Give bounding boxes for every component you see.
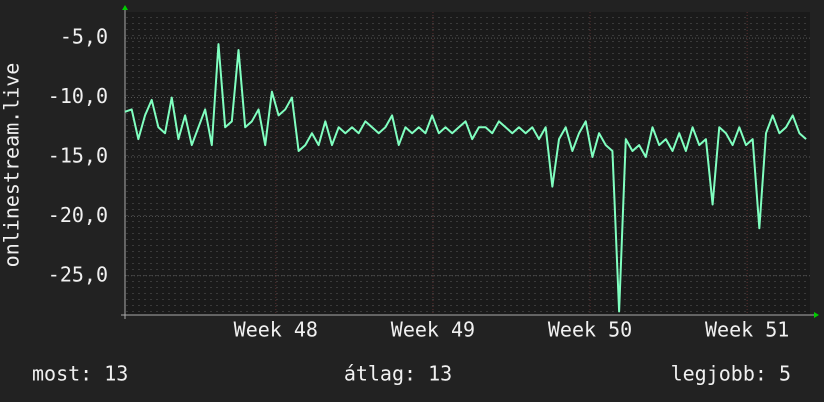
y-axis-label: onlinestream.live: [0, 63, 24, 268]
footer-stat: átlag: 13: [344, 362, 452, 386]
axis-arrow: [122, 5, 128, 10]
x-tick-label: Week 49: [391, 318, 475, 342]
x-tick-label: Week 51: [705, 318, 789, 342]
footer-stat: most: 13: [32, 362, 128, 386]
axis-arrow: [814, 312, 819, 318]
y-tick-label: -25,0: [48, 262, 108, 286]
x-tick-label: Week 50: [548, 318, 632, 342]
data-line: [124, 43, 807, 313]
minor-grid: [125, 12, 810, 315]
y-tick-label: -5,0: [60, 25, 108, 49]
footer-stat: legjobb: 5: [671, 362, 791, 386]
y-tick-label: -20,0: [48, 203, 108, 227]
y-tick-label: -10,0: [48, 84, 108, 108]
x-tick-label: Week 48: [234, 318, 318, 342]
y-tick-label: -15,0: [48, 143, 108, 167]
